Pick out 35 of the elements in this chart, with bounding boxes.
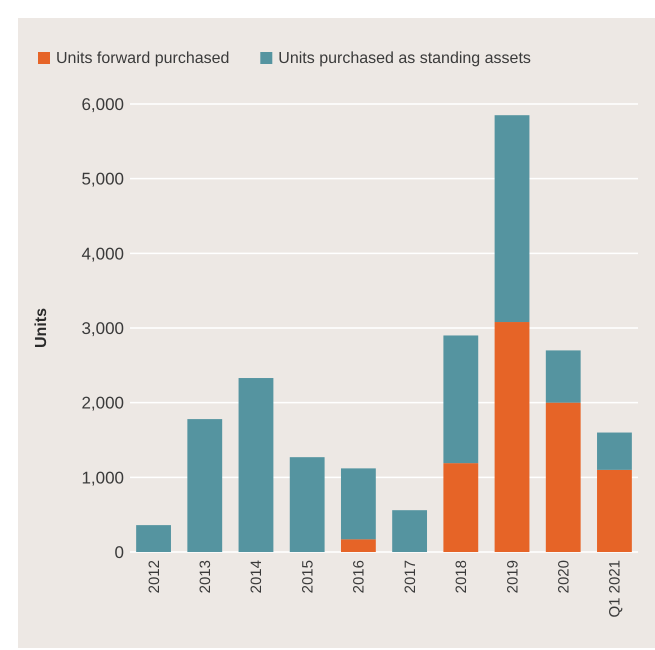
x-tick-label: 2017 (402, 560, 419, 594)
x-tick-label: 2020 (555, 560, 572, 594)
y-axis-title: Units (33, 308, 50, 348)
x-tick-label: 2013 (197, 560, 214, 594)
bar (597, 470, 632, 552)
legend-label: Units forward purchased (56, 50, 230, 67)
bar (546, 350, 581, 403)
bar (494, 322, 530, 552)
bar (290, 457, 325, 552)
bar (546, 402, 581, 552)
bar (238, 378, 274, 552)
bar (597, 432, 632, 470)
bar (494, 115, 530, 322)
y-tick-label: 5,000 (81, 170, 124, 189)
x-tick-label: Q1 2021 (606, 560, 624, 618)
bar (443, 335, 478, 464)
x-tick-label: 2014 (248, 560, 266, 594)
y-tick-label: 0 (114, 542, 124, 562)
bar (392, 510, 428, 552)
y-tick-label: 3,000 (81, 318, 124, 338)
bar (340, 539, 376, 552)
bar (340, 468, 376, 540)
y-tick-label: 2,000 (81, 394, 124, 413)
bar (136, 525, 171, 552)
x-tick-label: 2012 (146, 560, 163, 594)
bar (443, 463, 478, 552)
y-tick-label: 1,000 (81, 468, 124, 488)
x-tick-label: 2019 (504, 560, 522, 594)
x-tick-label: 2018 (453, 560, 470, 594)
legend-label: Units purchased as standing assets (278, 50, 531, 67)
y-tick-label: 6,000 (81, 94, 124, 114)
x-tick-label: 2016 (350, 560, 368, 594)
x-tick-label: 2015 (299, 560, 316, 594)
bar (187, 419, 222, 552)
y-tick-label: 4,000 (81, 244, 124, 264)
